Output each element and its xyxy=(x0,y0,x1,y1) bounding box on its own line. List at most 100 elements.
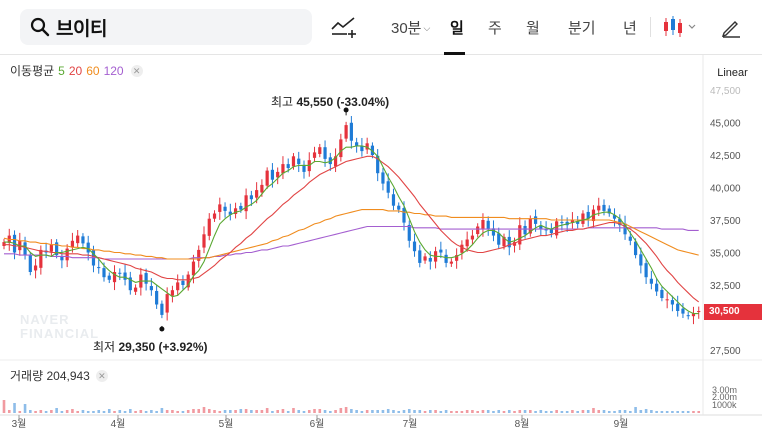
candle-body xyxy=(360,145,364,152)
close-icon[interactable]: ✕ xyxy=(130,64,143,77)
volume-legend: 거래량 204,943 ✕ xyxy=(10,367,108,384)
close-icon[interactable]: ✕ xyxy=(95,369,108,382)
candle-body xyxy=(518,225,522,245)
volume-bar xyxy=(260,410,264,413)
volume-bar xyxy=(186,410,190,413)
candle-body xyxy=(144,273,148,284)
volume-bar xyxy=(555,410,558,413)
volume-bar xyxy=(181,411,185,413)
candle-body xyxy=(439,249,443,253)
candle-type-icon[interactable] xyxy=(662,15,700,39)
candle-body xyxy=(644,263,648,278)
x-tick-label: 8월 xyxy=(515,418,530,430)
volume-bar xyxy=(629,411,632,413)
volume-bar xyxy=(34,411,37,413)
volume-bar xyxy=(376,410,379,413)
candle-body xyxy=(423,256,427,261)
period-month[interactable]: 월 xyxy=(526,20,540,37)
x-tick-label: 4월 xyxy=(111,418,126,430)
candle-body xyxy=(65,248,69,261)
search-icon xyxy=(30,17,50,37)
volume-bar xyxy=(213,410,216,413)
candle-body xyxy=(649,278,653,284)
volume-bar xyxy=(476,411,479,413)
volume-bar xyxy=(676,411,679,413)
ma-60-label: 60 xyxy=(86,63,100,78)
candle-body xyxy=(328,157,332,165)
volume-bar xyxy=(565,411,569,413)
volume-bar xyxy=(71,409,74,413)
candle-body xyxy=(255,190,259,198)
candle-body xyxy=(207,218,211,236)
candle-body xyxy=(212,213,217,219)
volume-bar xyxy=(639,410,643,413)
volume-bar xyxy=(281,409,285,413)
volume-bar xyxy=(302,411,306,413)
candle-body xyxy=(355,142,359,146)
volume-bar xyxy=(234,410,237,413)
chart-gridlines xyxy=(0,55,762,416)
volume-bar xyxy=(534,411,537,413)
volume-bar xyxy=(407,409,411,413)
volume-bar xyxy=(465,410,469,413)
volume-bar xyxy=(429,410,432,413)
candle-body xyxy=(102,268,106,278)
candle-body xyxy=(607,208,611,214)
candle-body xyxy=(502,236,506,247)
volume-tick-label: 1000k xyxy=(712,400,737,410)
candle-body xyxy=(333,156,338,167)
candle-body xyxy=(560,222,564,224)
candle-body xyxy=(660,289,664,298)
ma20-line xyxy=(4,155,700,303)
volume-bar xyxy=(539,410,543,413)
search-box[interactable]: 브이티 xyxy=(20,9,312,45)
volume-bar xyxy=(13,403,16,413)
volume-bar xyxy=(650,410,653,413)
period-quarter[interactable]: 분기 xyxy=(568,20,596,37)
candle-body xyxy=(276,171,280,178)
volume-bar xyxy=(339,408,343,413)
candle-body xyxy=(70,240,75,248)
candle-body xyxy=(602,204,606,211)
scale-toggle-button[interactable]: Linear xyxy=(703,63,762,83)
volume-bar xyxy=(197,409,201,413)
volume-bar xyxy=(76,411,79,413)
indicator-add-icon[interactable] xyxy=(330,14,358,40)
candle-body xyxy=(370,145,375,155)
volume-bar xyxy=(471,410,474,413)
candle-body xyxy=(155,290,159,305)
volume-bar xyxy=(513,411,516,413)
volume-bar xyxy=(671,411,674,413)
candle-body xyxy=(281,164,285,174)
candle-body xyxy=(323,147,327,159)
volume-bar xyxy=(486,410,490,413)
period-day[interactable]: 일 xyxy=(450,20,464,37)
period-year[interactable]: 년 xyxy=(623,20,637,37)
volume-bar xyxy=(660,411,664,413)
candle-body xyxy=(60,256,64,261)
candle-body xyxy=(407,224,411,241)
candle-body xyxy=(697,311,701,313)
draw-pencil-icon[interactable] xyxy=(720,16,742,38)
volume-bar xyxy=(392,410,395,413)
candle-body xyxy=(149,286,153,291)
volume-bar xyxy=(44,411,48,413)
volume-bar xyxy=(39,410,43,413)
top-toolbar: 브이티 30분 ⌵ 일 주 월 분기 년 xyxy=(0,0,762,55)
period-week[interactable]: 주 xyxy=(488,20,502,37)
candle-body xyxy=(676,303,680,311)
current-price-badge: 30,500 xyxy=(704,304,762,320)
candle-body xyxy=(112,272,117,283)
volume-bar xyxy=(160,408,164,413)
x-axis: 3월 4월 5월 6월 7월 8월 9월 xyxy=(12,415,628,430)
candle-body xyxy=(470,235,475,240)
volume-bar xyxy=(686,411,690,413)
search-query[interactable]: 브이티 xyxy=(56,18,107,40)
ma-120-label: 120 xyxy=(103,63,124,78)
period-30min[interactable]: 30분 ⌵ xyxy=(391,20,431,37)
candle-body xyxy=(455,255,459,261)
ma-5-label: 5 xyxy=(58,63,65,78)
candle-body xyxy=(260,184,264,193)
volume-bar xyxy=(144,411,148,413)
